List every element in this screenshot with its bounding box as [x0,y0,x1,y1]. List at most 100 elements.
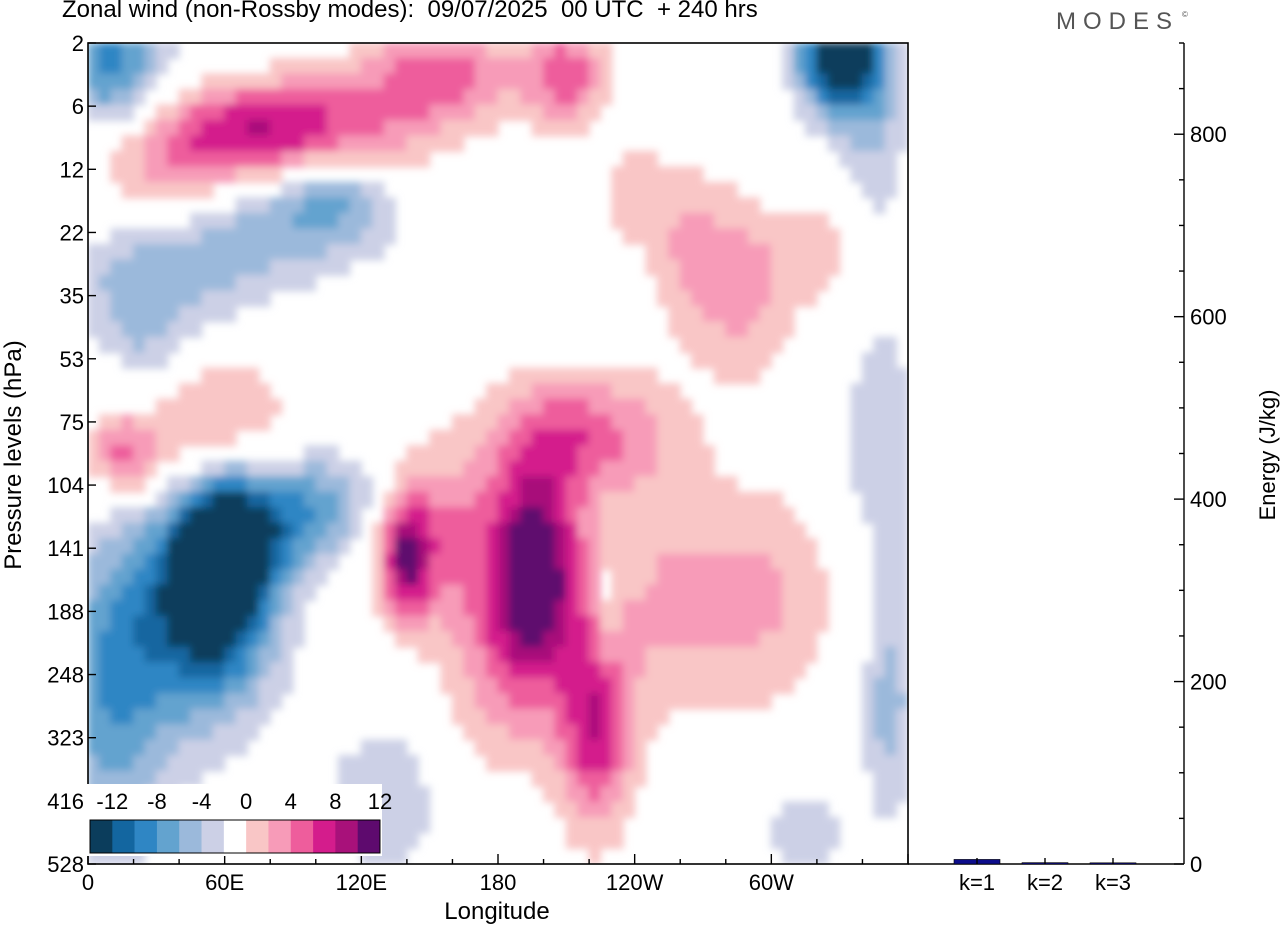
wind-cell [896,786,908,803]
wind-cell [235,150,248,168]
wind-cell [144,43,157,59]
wind-cell [133,166,146,183]
wind-cell [212,460,226,478]
wind-cell [417,460,431,478]
wind-cell [896,646,908,664]
wind-cell [144,662,157,679]
wind-cell [634,429,647,447]
wind-cell [884,445,898,462]
wind-cell [224,119,237,137]
wind-cell [155,414,169,431]
wind-cell [235,104,248,121]
wind-cell [805,57,818,75]
wind-cell [508,615,522,633]
wind-cell [258,600,271,617]
wind-cell [167,522,180,540]
wind-cell [543,615,556,633]
wind-cell [246,212,260,230]
wind-cell [486,600,499,617]
wind-cell [463,584,476,602]
wind-cell [497,104,510,121]
wind-cell [201,119,214,137]
wind-cell [372,150,385,168]
wind-cell [588,770,601,788]
wind-cell [88,569,100,586]
wind-cell [884,476,898,493]
wind-cell [110,429,123,447]
wind-cell [190,274,203,292]
wind-cell [873,631,886,648]
wind-cell [702,228,715,245]
wind-cell [144,615,157,633]
wind-cell [554,553,567,571]
wind-cell [600,615,613,633]
wind-cell [645,584,658,602]
wind-cell [873,104,886,121]
wind-cell [372,228,385,245]
wind-cell [269,88,283,106]
wind-cell [144,739,157,757]
wind-cell [736,584,750,602]
wind-cell [805,88,818,106]
wind-cell [543,460,556,478]
wind-cell [486,57,499,75]
wind-cell [554,584,567,602]
wind-cell [725,538,738,555]
wind-cell [201,243,214,261]
wind-cell [224,615,237,633]
wind-cell [144,770,157,788]
wind-cell [144,228,157,245]
wind-cell [383,507,396,524]
wind-cell [645,677,658,695]
wind-cell [486,476,499,493]
wind-cell [611,708,624,726]
colorbar-label: -12 [96,789,128,814]
wind-cell [668,662,681,679]
wind-cell [395,104,408,121]
wind-cell [713,321,727,338]
wind-cell [292,569,305,586]
wind-cell [133,181,146,199]
wind-cell [281,476,294,493]
wind-cell [839,150,852,168]
wind-cell [713,181,727,199]
wind-cell [713,212,727,230]
wind-cell [508,104,522,121]
wind-cell [884,383,898,400]
wind-cell [144,259,157,276]
wind-cell [884,367,898,385]
wind-cell [178,274,191,292]
wind-cell [645,538,658,555]
wind-cell [121,274,135,292]
wind-cell [121,259,135,276]
wind-cell [622,228,636,245]
wind-cell [292,491,305,509]
wind-cell [224,724,237,741]
wind-cell [110,522,123,540]
wind-cell [793,817,806,834]
wind-cell [190,569,203,586]
y-tick-label: 141 [47,536,84,561]
wind-cell [281,538,294,555]
wind-cell [190,119,203,137]
wind-cell [600,770,613,788]
wind-cell [121,429,135,447]
wind-cell [121,166,135,183]
wind-cell [588,553,601,571]
wind-cell [326,538,340,555]
wind-cell [212,398,226,416]
wind-cell [508,553,522,571]
wind-cell [303,538,317,555]
wind-cell [622,569,636,586]
wind-cell [258,212,271,230]
wind-cell [588,600,601,617]
wind-cell [679,646,693,664]
wind-cell [212,228,226,245]
wind-cell [611,445,624,462]
wind-cell [190,584,203,602]
wind-cell [429,57,442,75]
wind-cell [861,135,875,152]
wind-cell [873,166,886,183]
wind-cell [303,212,317,230]
wind-cell [656,181,670,199]
